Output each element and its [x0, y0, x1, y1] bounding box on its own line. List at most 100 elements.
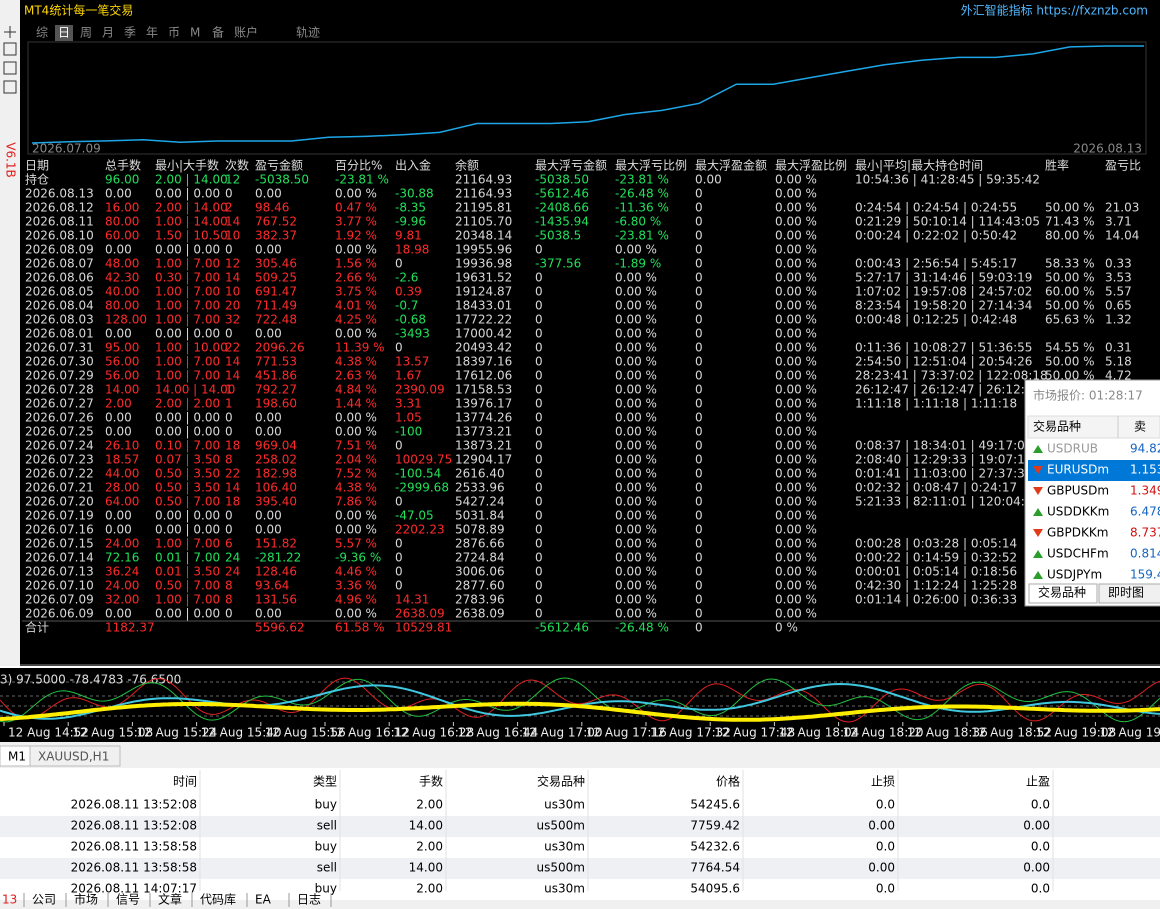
table-cell: 21.03 [1105, 201, 1139, 215]
table-cell: -11.36 % [615, 201, 669, 215]
status-item[interactable]: 市场 [74, 892, 98, 907]
table-cell: 0 [535, 425, 543, 439]
table-cell: 18.57 [105, 453, 139, 467]
table-cell: 2026.08.06 [25, 271, 94, 285]
table-cell: 1.32 [1105, 313, 1132, 327]
orders-row[interactable] [0, 879, 1160, 900]
time-label: 12 Aug 14:52 [8, 726, 89, 740]
down-arrow [1033, 466, 1043, 474]
orders-cell: 0.0 [876, 882, 895, 896]
selected-row[interactable] [1028, 460, 1160, 481]
table-cell: 0 [535, 299, 543, 313]
chart-tab-label[interactable]: M1 [8, 750, 26, 764]
tab[interactable]: M [190, 26, 200, 40]
orders-cell: 2.00 [416, 840, 443, 854]
table-cell: 0.00 % [615, 495, 657, 509]
table-cell: 13773.21 [455, 425, 512, 439]
table-cell: 0.47 % [335, 201, 377, 215]
status-item[interactable]: 公司 [32, 893, 56, 907]
table-cell: -6.80 % [615, 215, 661, 229]
table-cell: 0 [695, 523, 703, 537]
table-cell: 0 [695, 467, 703, 481]
table-cell: 0 [695, 411, 703, 425]
tab[interactable]: 币 [168, 26, 180, 40]
table-cell: 4.38 % [335, 481, 377, 495]
table-cell: 0.00 % [775, 299, 817, 313]
table-cell: 0.00 % [775, 607, 817, 621]
table-cell: 11.39 % [335, 341, 385, 355]
symbol[interactable]: USDCHFm [1047, 547, 1109, 561]
bid-price: 1.153 [1130, 463, 1160, 477]
status-item[interactable]: 代码库 [200, 892, 236, 907]
symbol[interactable]: EURUSDm [1047, 463, 1109, 477]
chart-tab-bar [0, 742, 1160, 768]
column-header: 总手数 [105, 158, 141, 173]
tab[interactable]: 轨迹 [296, 26, 320, 40]
table-cell: 0 [535, 453, 543, 467]
table-cell: 0.00 % [775, 509, 817, 523]
market-watch-tab-label[interactable]: 即时图 [1108, 586, 1144, 600]
table-cell: 2096.26 [255, 341, 305, 355]
table-cell: 50.00 % [1045, 369, 1095, 383]
orders-row[interactable] [0, 816, 1160, 837]
market-watch-tab[interactable] [1028, 583, 1098, 604]
orders-row[interactable] [0, 795, 1160, 816]
table-cell: 1 [225, 397, 233, 411]
tab[interactable]: 日 [58, 26, 70, 40]
table-cell: 56.00 [105, 369, 139, 383]
table-cell: 0 [695, 215, 703, 229]
symbol[interactable]: USDJPYm [1047, 568, 1102, 582]
table-cell: 0 [535, 467, 543, 481]
status-item[interactable]: 信号 [116, 893, 140, 907]
tab[interactable]: 周 [80, 26, 92, 40]
column-header: 余额 [455, 158, 479, 173]
table-cell: 32 [225, 313, 240, 327]
tab[interactable]: 月 [102, 26, 114, 40]
table-cell: -5038.50 [535, 173, 589, 187]
table-cell: 0 [695, 397, 703, 411]
status-item[interactable]: 文章 [158, 892, 182, 907]
status-item[interactable]: EA [255, 893, 272, 907]
market-watch-tab-label[interactable]: 交易品种 [1038, 585, 1086, 600]
table-cell: 2.63 % [335, 369, 377, 383]
table-cell: 0:01:14 | 0:26:00 | 0:36:33 [855, 593, 1017, 607]
up-arrow [1033, 508, 1043, 516]
tab[interactable]: 年 [146, 26, 158, 40]
table-cell: 0.00 | 0.00 [155, 187, 220, 201]
chart-tab[interactable] [29, 745, 121, 767]
table-cell: 0.00 % [775, 565, 817, 579]
table-cell: 0.00 | 0.00 [155, 327, 220, 341]
table-cell: 5596.62 [255, 621, 305, 635]
chart-tab-label[interactable]: XAUUSD,H1 [38, 750, 109, 764]
status-item[interactable]: 13 [2, 893, 17, 907]
table-cell: -1.89 % [615, 257, 661, 271]
table-cell: 1:07:02 | 19:57:08 | 24:57:02 [855, 285, 1032, 299]
table-cell: 0 [395, 579, 403, 593]
status-item[interactable]: 日志 [297, 893, 321, 907]
table-cell: 80.00 [105, 215, 139, 229]
table-cell: 2026.07.20 [25, 495, 94, 509]
table-cell: -9.96 [395, 215, 426, 229]
tab[interactable]: 账户 [234, 25, 258, 40]
tab[interactable]: 备 [212, 26, 224, 40]
orders-row[interactable] [0, 837, 1160, 858]
symbol[interactable]: GBPUSDm [1047, 484, 1109, 498]
orders-cell: 7764.54 [690, 861, 740, 875]
table-cell: 2026.08.09 [25, 243, 94, 257]
symbol[interactable]: USDDKKm [1047, 505, 1109, 519]
table-cell: 1 [225, 383, 233, 397]
symbol[interactable]: USDRUB [1047, 442, 1098, 456]
market-watch-tab[interactable] [1098, 583, 1160, 604]
table-cell: 2026.07.09 [25, 593, 94, 607]
orders-row[interactable] [0, 858, 1160, 879]
table-cell: 0 % [775, 621, 798, 635]
symbol[interactable]: GBPDKKm [1047, 526, 1108, 540]
table-cell: 0 [695, 355, 703, 369]
orders-cell: 2026.08.11 13:52:08 [71, 819, 197, 833]
table-cell: 0.00 [105, 607, 132, 621]
table-cell: 0.00 [255, 327, 282, 341]
tab[interactable]: 季 [124, 26, 136, 40]
tab[interactable]: 综 [36, 26, 48, 40]
table-cell: 2202.23 [395, 523, 445, 537]
table-cell: 28.00 [105, 481, 139, 495]
